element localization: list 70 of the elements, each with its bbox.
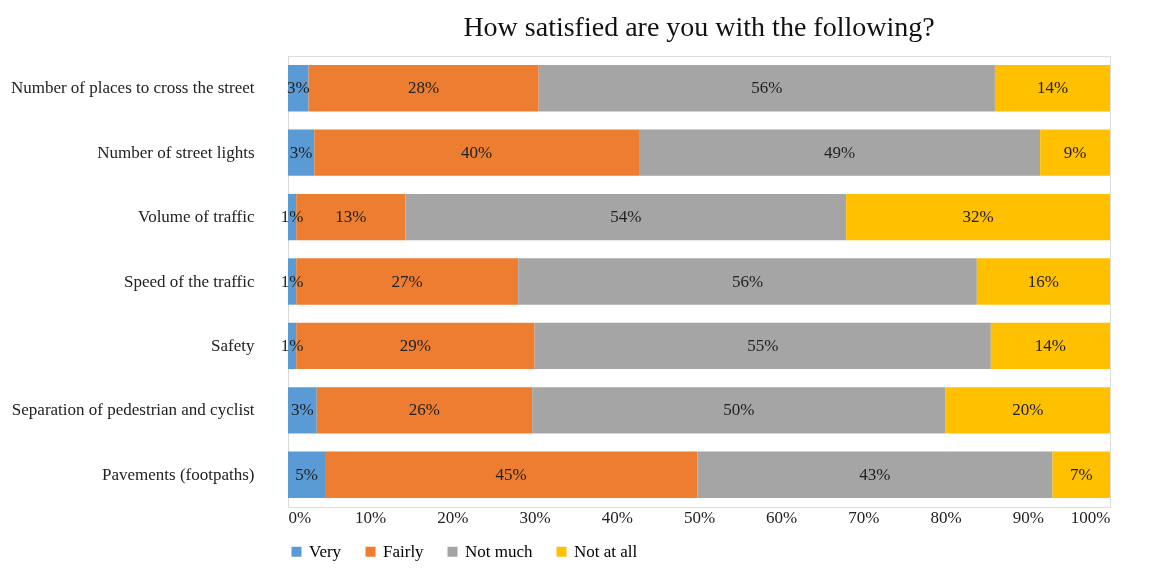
y-tick-label: Pavements (footpaths) — [102, 464, 255, 484]
x-tick-label: 20% — [437, 507, 469, 527]
bar — [405, 193, 847, 241]
data-label: 9% — [1063, 142, 1087, 162]
data-label: 43% — [859, 464, 891, 484]
data-label: 14% — [1034, 335, 1066, 355]
y-tick-label: Volume of traffic — [138, 207, 255, 227]
data-label: 5% — [295, 464, 318, 484]
data-label: 55% — [747, 335, 779, 355]
bar — [288, 451, 325, 498]
data-label: 49% — [823, 142, 856, 162]
x-tick-label: 60% — [766, 507, 798, 527]
x-tick-label: 30% — [519, 507, 551, 527]
y-tick-label: Safety — [211, 335, 255, 355]
bar — [532, 387, 946, 434]
data-label: 56% — [751, 78, 783, 98]
bar — [308, 65, 539, 112]
bar — [638, 129, 1041, 176]
data-label: 16% — [1027, 271, 1059, 291]
data-label: 3% — [291, 400, 314, 420]
y-tick-label: Speed of the traffic — [124, 271, 255, 291]
legend-label: Fairly — [383, 541, 425, 561]
legend-label: Not at all — [574, 541, 638, 561]
data-label: 45% — [495, 464, 527, 484]
bar — [945, 387, 1110, 434]
bar — [314, 129, 639, 176]
data-label: 26% — [408, 400, 441, 420]
legend-label: Not much — [465, 541, 534, 561]
data-label: 56% — [731, 271, 764, 291]
x-tick-label: 40% — [601, 507, 633, 527]
bar — [697, 451, 1053, 498]
y-tick-label: Separation of pedestrian and cyclist — [11, 400, 255, 420]
data-label: 1% — [280, 271, 304, 291]
data-label: 14% — [1036, 78, 1069, 98]
x-tick-label: 100% — [1070, 507, 1111, 527]
data-label: 50% — [723, 400, 755, 420]
chart-title: How satisfied are you with the following? — [463, 11, 935, 42]
x-tick-label: 10% — [355, 507, 387, 527]
bar — [324, 451, 698, 498]
bar — [846, 193, 1110, 241]
y-tick-label: Number of places to cross the street — [10, 78, 255, 98]
x-tick-label: 0% — [288, 507, 312, 527]
bar — [976, 258, 1110, 305]
bar — [994, 65, 1110, 112]
data-label: 28% — [408, 78, 440, 98]
x-tick-label: 90% — [1012, 507, 1044, 527]
data-label: 13% — [335, 207, 367, 227]
y-tick-label: Number of street lights — [97, 142, 255, 162]
bar — [288, 387, 317, 434]
data-label: 40% — [461, 142, 493, 162]
bar — [990, 322, 1110, 370]
bar — [1040, 129, 1110, 176]
x-tick-label: 50% — [683, 507, 716, 527]
bar — [316, 387, 533, 434]
data-label: 29% — [399, 335, 431, 355]
data-label: 7% — [1069, 464, 1093, 484]
data-label: 32% — [962, 207, 994, 227]
data-label: 3% — [289, 142, 313, 162]
bar — [534, 322, 991, 370]
data-label: 54% — [610, 207, 642, 227]
data-label: 1% — [280, 335, 304, 355]
data-label: 1% — [280, 207, 304, 227]
x-tick-label: 70% — [848, 507, 880, 527]
bar — [1052, 451, 1110, 498]
bar — [518, 258, 977, 305]
bar — [538, 65, 995, 112]
data-label: 27% — [391, 271, 423, 291]
data-label: 20% — [1012, 400, 1044, 420]
legend-label: Very — [309, 541, 342, 561]
x-tick-label: 80% — [930, 507, 962, 527]
